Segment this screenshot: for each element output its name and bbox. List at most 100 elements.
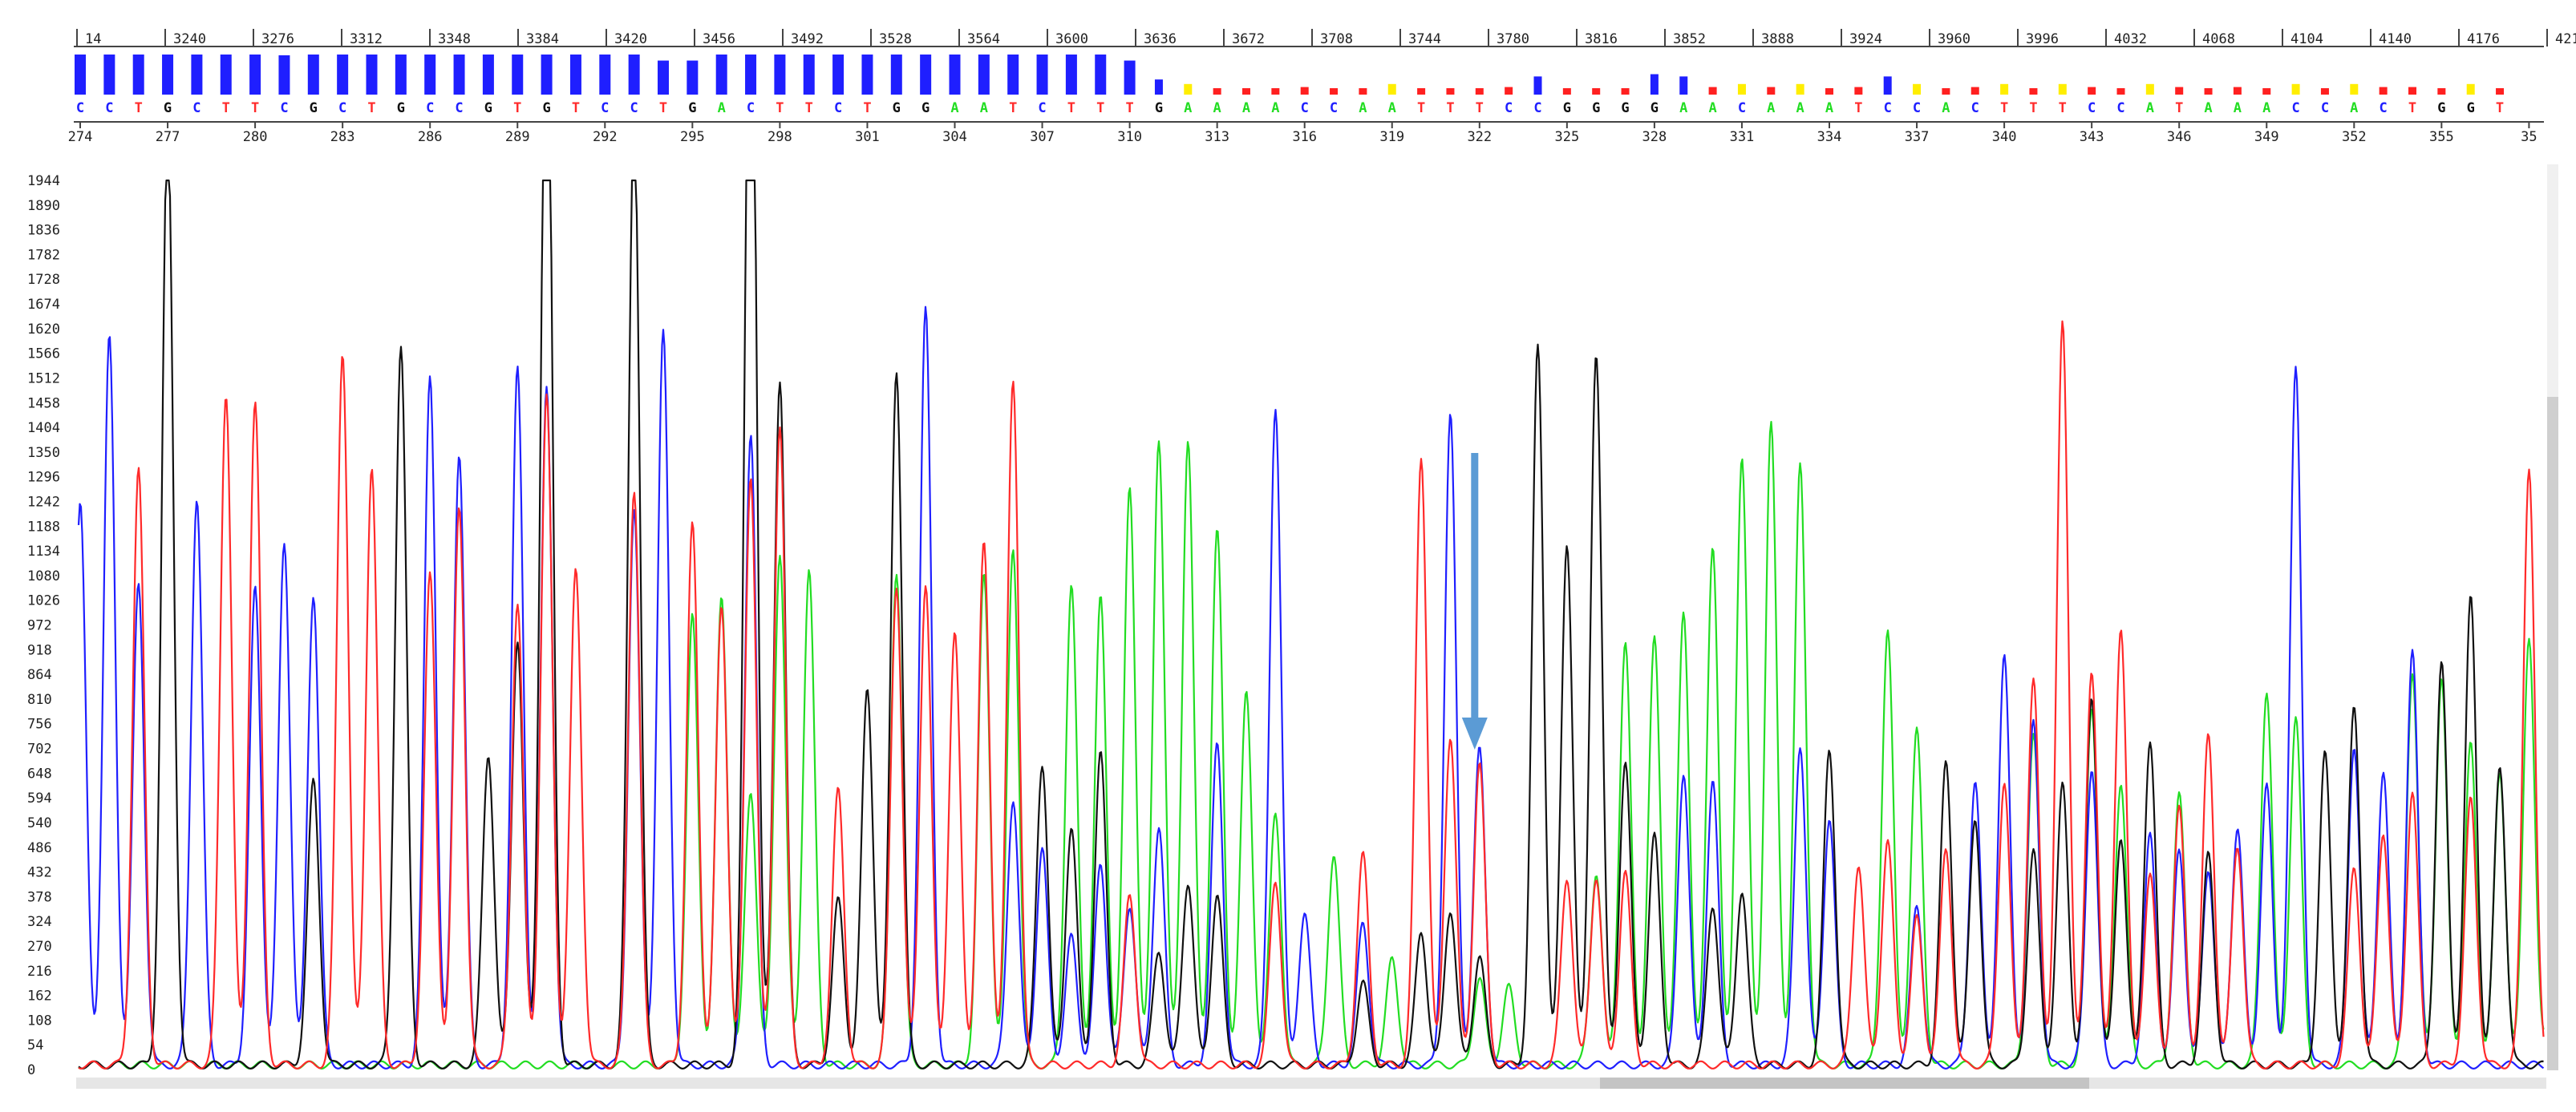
y-tick-label: 1782	[27, 247, 60, 263]
y-tick-label: 486	[27, 840, 52, 856]
base-call-letter[interactable]: C	[2321, 100, 2329, 116]
base-call-letter[interactable]: T	[2000, 100, 2008, 116]
qv-bar	[774, 55, 786, 95]
qv-bar	[1036, 55, 1048, 95]
base-call-letter[interactable]: C	[1533, 100, 1541, 116]
base-call-letter[interactable]: C	[2116, 100, 2124, 116]
base-call-letter[interactable]: A	[1184, 100, 1192, 116]
base-call-letter[interactable]: T	[2408, 100, 2416, 116]
base-call-letter[interactable]: A	[1942, 100, 1950, 116]
base-call-letter[interactable]: G	[2467, 100, 2475, 116]
base-call-letter[interactable]: A	[2262, 100, 2270, 116]
base-call-letter[interactable]: C	[747, 100, 755, 116]
scan-tick-label: 3492	[791, 31, 824, 47]
base-call-letter[interactable]: C	[834, 100, 842, 116]
base-call-letter[interactable]: C	[601, 100, 609, 116]
base-call-letter[interactable]: A	[1767, 100, 1775, 116]
base-call-letter[interactable]: G	[1651, 100, 1659, 116]
base-call-letter[interactable]: T	[2029, 100, 2037, 116]
base-call-letter[interactable]: C	[1738, 100, 1746, 116]
base-call-letter[interactable]: C	[105, 100, 113, 116]
base-call-letter[interactable]: T	[1125, 100, 1133, 116]
base-call-letter[interactable]: G	[893, 100, 901, 116]
base-call-letter[interactable]: T	[1417, 100, 1425, 116]
base-call-letter[interactable]: A	[1679, 100, 1687, 116]
base-call-letter[interactable]: C	[455, 100, 463, 116]
base-call-letter[interactable]: T	[251, 100, 259, 116]
base-number-label: 35	[2521, 129, 2537, 145]
base-call-letter[interactable]: C	[2291, 100, 2299, 116]
base-call-letter[interactable]: C	[1971, 100, 1979, 116]
base-call-letter[interactable]: G	[2437, 100, 2445, 116]
base-call-letter[interactable]: A	[1825, 100, 1833, 116]
base-call-letter[interactable]: T	[135, 100, 143, 116]
base-call-letter[interactable]: C	[2380, 100, 2388, 116]
base-call-letter[interactable]: T	[222, 100, 230, 116]
base-call-letter[interactable]: G	[310, 100, 318, 116]
base-call-letter[interactable]: C	[76, 100, 84, 116]
base-call-letter[interactable]: T	[1854, 100, 1862, 116]
base-call-letter[interactable]: A	[1708, 100, 1716, 116]
vertical-scroll-thumb[interactable]	[2547, 397, 2558, 1070]
base-call-letter[interactable]: A	[2234, 100, 2242, 116]
base-call-letter[interactable]: A	[1359, 100, 1367, 116]
base-call-letter[interactable]: T	[513, 100, 521, 116]
base-call-letter[interactable]: A	[1388, 100, 1396, 116]
base-call-letter[interactable]: C	[2088, 100, 2096, 116]
base-call-letter[interactable]: A	[1796, 100, 1804, 116]
base-call-letter[interactable]: C	[338, 100, 346, 116]
base-call-letter[interactable]: A	[2350, 100, 2358, 116]
base-call-letter[interactable]: A	[1213, 100, 1221, 116]
base-call-letter[interactable]: G	[164, 100, 172, 116]
base-call-letter[interactable]: G	[484, 100, 492, 116]
base-call-letter[interactable]: T	[1446, 100, 1454, 116]
qv-bar	[2320, 88, 2329, 95]
base-call-letter[interactable]: G	[921, 100, 930, 116]
base-call-letter[interactable]: C	[280, 100, 288, 116]
base-call-letter[interactable]: T	[659, 100, 667, 116]
base-call-letter[interactable]: T	[2175, 100, 2183, 116]
base-call-letter[interactable]: G	[542, 100, 550, 116]
base-call-letter[interactable]: T	[805, 100, 813, 116]
base-call-letter[interactable]: T	[2059, 100, 2067, 116]
base-call-letter[interactable]: C	[1038, 100, 1046, 116]
base-call-letter[interactable]: C	[1505, 100, 1513, 116]
scan-tick-label: 14	[85, 31, 101, 47]
base-call-letter[interactable]: G	[1592, 100, 1600, 116]
base-call-letter[interactable]: C	[426, 100, 434, 116]
base-call-letter[interactable]: A	[1271, 100, 1279, 116]
base-call-letter[interactable]: T	[2496, 100, 2504, 116]
base-call-letter[interactable]: A	[950, 100, 958, 116]
base-call-letter[interactable]: G	[1155, 100, 1163, 116]
base-call-letter[interactable]: C	[1913, 100, 1921, 116]
base-call-letter[interactable]: A	[718, 100, 726, 116]
horizontal-scroll-thumb[interactable]	[1600, 1078, 2089, 1089]
base-call-letter[interactable]: C	[1330, 100, 1338, 116]
base-call-letter[interactable]: A	[1242, 100, 1250, 116]
qv-bar	[1942, 88, 1950, 95]
base-call-letter[interactable]: T	[572, 100, 580, 116]
base-call-letter[interactable]: A	[2146, 100, 2154, 116]
base-call-letter[interactable]: T	[367, 100, 375, 116]
base-call-letter[interactable]: A	[980, 100, 988, 116]
base-call-letter[interactable]: T	[863, 100, 871, 116]
scrollbars[interactable]	[76, 164, 2558, 1089]
base-call-letter[interactable]: T	[1096, 100, 1104, 116]
base-call-letter[interactable]: C	[1884, 100, 1892, 116]
base-call-letter[interactable]: C	[192, 100, 200, 116]
base-call-letter[interactable]: T	[1009, 100, 1017, 116]
base-call-letter[interactable]: G	[1563, 100, 1571, 116]
base-call-letter[interactable]: G	[688, 100, 696, 116]
base-call-letter[interactable]: G	[1621, 100, 1629, 116]
base-call-letter[interactable]: T	[1476, 100, 1484, 116]
base-call-letter[interactable]: T	[1067, 100, 1075, 116]
base-call-letter[interactable]: C	[630, 100, 638, 116]
horizontal-scroll-track[interactable]	[76, 1078, 2546, 1089]
base-call-letter[interactable]: A	[2204, 100, 2212, 116]
qv-bar	[541, 55, 553, 95]
base-call-letter[interactable]: G	[397, 100, 405, 116]
qv-bar	[2408, 87, 2416, 95]
base-call-letter[interactable]: T	[776, 100, 784, 116]
base-call-letter[interactable]: C	[1301, 100, 1309, 116]
